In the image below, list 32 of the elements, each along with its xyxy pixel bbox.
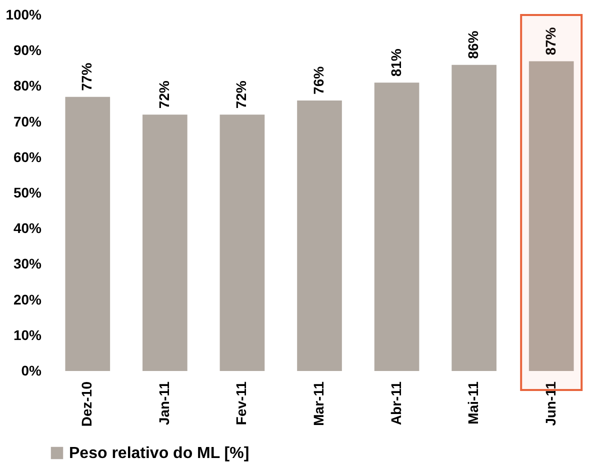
bar xyxy=(65,96,110,371)
legend-label: Peso relativo do ML [%] xyxy=(69,445,250,462)
bar xyxy=(297,100,342,371)
y-tick-label: 30% xyxy=(13,256,42,272)
y-tick-label: 80% xyxy=(13,78,42,94)
y-tick-label: 10% xyxy=(13,326,42,343)
bar xyxy=(142,114,188,371)
text: 81% xyxy=(388,48,404,77)
y-tick-label: 100% xyxy=(6,6,42,22)
bar xyxy=(452,64,496,371)
text: 77% xyxy=(78,62,95,91)
x-tick-label: Jun-11 xyxy=(542,381,558,426)
text: 72% xyxy=(156,80,172,109)
y-tick-label: 40% xyxy=(13,220,42,236)
text: 86% xyxy=(465,30,482,59)
text: 87% xyxy=(542,27,558,56)
text: 72% xyxy=(233,80,250,109)
bar xyxy=(220,114,265,371)
x-tick-label: Mar-11 xyxy=(310,381,326,426)
x-tick-label: Fev-11 xyxy=(233,381,250,426)
x-tick-label: Abr-11 xyxy=(388,381,404,426)
y-tick-label: 0% xyxy=(21,362,42,378)
x-tick-label: Jan-11 xyxy=(156,381,172,426)
y-tick-label: 90% xyxy=(13,42,42,58)
x-tick-label: Dez-10 xyxy=(78,381,95,427)
y-tick-label: 60% xyxy=(13,148,42,165)
y-tick-label: 20% xyxy=(13,291,42,308)
y-tick-label: 50% xyxy=(13,184,42,200)
text: 76% xyxy=(310,66,326,94)
y-tick-label: 70% xyxy=(13,113,42,130)
bar xyxy=(374,82,420,371)
x-tick-label: Mai-11 xyxy=(465,381,482,424)
